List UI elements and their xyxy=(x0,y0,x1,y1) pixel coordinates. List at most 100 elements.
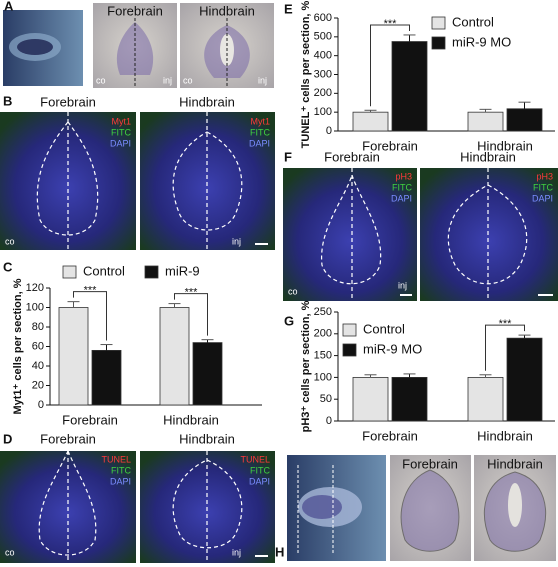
outline xyxy=(38,449,97,556)
channel-label: pH3 xyxy=(536,171,553,181)
image-title: Forebrain xyxy=(107,3,163,18)
y-tick-label: 60 xyxy=(32,340,44,352)
significance-label: *** xyxy=(499,318,513,330)
outline xyxy=(172,131,243,231)
y-axis-label: TUNEL⁺ cells per section, % xyxy=(300,0,312,148)
outline xyxy=(172,459,243,549)
micrograph xyxy=(283,168,417,301)
image-title: Hindbrain xyxy=(199,3,255,18)
bar xyxy=(391,41,428,132)
panel-label: G xyxy=(284,313,294,328)
legend-swatch xyxy=(431,36,446,50)
channel-label: DAPI xyxy=(249,476,270,486)
legend-label: Control xyxy=(83,263,125,278)
ventricle xyxy=(508,483,522,527)
side-label: inj xyxy=(232,547,241,557)
image-title: Hindbrain xyxy=(460,149,516,164)
panel-label: B xyxy=(3,93,12,108)
side-label: co xyxy=(96,75,106,85)
channel-label: FITC xyxy=(533,182,553,192)
y-axis-label: Myt1⁺ cells per section, % xyxy=(12,278,24,414)
y-tick-label: 200 xyxy=(314,87,332,99)
y-tick-label: 80 xyxy=(32,321,44,333)
micrograph xyxy=(420,168,558,301)
legend-label: Control xyxy=(363,321,405,336)
panel-f: F Forebrain Hindbrain pH3 FITC DAPI co i… xyxy=(283,149,558,301)
image-title: Forebrain xyxy=(324,149,380,164)
image-title: Forebrain xyxy=(40,431,96,446)
panel-label: E xyxy=(284,1,293,16)
y-axis-label: pH3⁺ cells per section, % xyxy=(300,300,312,432)
side-label: co xyxy=(288,286,298,296)
y-tick-label: 150 xyxy=(314,350,332,362)
channel-label: FITC xyxy=(250,127,270,137)
y-tick-label: 200 xyxy=(314,328,332,340)
bar xyxy=(391,376,428,422)
side-label: co xyxy=(5,236,15,246)
bar xyxy=(506,108,543,132)
outline xyxy=(321,173,382,285)
stain xyxy=(400,469,460,552)
y-tick-label: 600 xyxy=(314,12,332,24)
panel-label: F xyxy=(284,149,292,164)
legend-swatch xyxy=(342,343,357,357)
panel-label: A xyxy=(4,0,14,13)
bar xyxy=(192,342,223,406)
y-tick-label: 100 xyxy=(314,106,332,118)
channel-label: DAPI xyxy=(110,138,131,148)
channel-label: Myt1 xyxy=(250,116,270,126)
y-tick-label: 250 xyxy=(314,306,332,318)
x-tick-label: Hindbrain xyxy=(477,428,533,443)
significance-label: *** xyxy=(185,287,199,299)
legend-swatch xyxy=(144,265,159,279)
bar xyxy=(467,376,504,422)
outline xyxy=(36,121,99,236)
channel-label: DAPI xyxy=(249,138,270,148)
bar xyxy=(159,307,190,406)
y-tick-label: 120 xyxy=(26,282,44,294)
legend-swatch xyxy=(342,323,357,337)
channel-label: FITC xyxy=(111,127,131,137)
significance-bracket xyxy=(174,293,208,336)
image-title: Hindbrain xyxy=(487,456,543,471)
side-label: inj xyxy=(258,75,267,85)
bar xyxy=(352,376,389,422)
x-tick-label: Hindbrain xyxy=(477,138,533,153)
significance-label: *** xyxy=(384,18,398,30)
y-tick-label: 500 xyxy=(314,31,332,43)
legend-label: miR-9 xyxy=(165,263,200,278)
embryo-stain xyxy=(17,39,53,55)
image-title: Forebrain xyxy=(402,456,458,471)
y-tick-label: 0 xyxy=(326,125,332,137)
y-tick-label: 100 xyxy=(314,371,332,383)
image-title: Forebrain xyxy=(40,94,96,109)
y-tick-label: 40 xyxy=(32,360,44,372)
significance-bracket xyxy=(73,291,107,341)
legend-swatch xyxy=(431,16,446,30)
panel-b: B Forebrain Hindbrain Myt1 FITC DAPI co … xyxy=(0,93,275,250)
legend-swatch xyxy=(62,265,77,279)
panel-label: H xyxy=(275,544,284,559)
panel-a: A Forebrain co inj Hindbrain co inj xyxy=(3,0,274,88)
y-tick-label: 20 xyxy=(32,379,44,391)
x-tick-label: Forebrain xyxy=(62,412,118,427)
channel-label: Myt1 xyxy=(111,116,131,126)
y-tick-label: 0 xyxy=(38,399,44,411)
side-label: inj xyxy=(163,75,172,85)
bar xyxy=(91,349,122,406)
channel-label: DAPI xyxy=(532,193,553,203)
channel-label: TUNEL xyxy=(240,454,270,464)
embryo-stain xyxy=(302,495,342,519)
image-title: Hindbrain xyxy=(179,94,235,109)
side-label: co xyxy=(183,75,193,85)
panel-d: D Forebrain Hindbrain TUNEL FITC DAPI co… xyxy=(0,431,275,563)
side-label: inj xyxy=(398,280,407,290)
y-tick-label: 400 xyxy=(314,50,332,62)
y-tick-label: 100 xyxy=(26,301,44,313)
channel-label: FITC xyxy=(250,465,270,475)
significance-bracket xyxy=(370,24,410,107)
bar xyxy=(58,307,89,406)
bar xyxy=(506,337,543,422)
bar xyxy=(352,111,389,132)
